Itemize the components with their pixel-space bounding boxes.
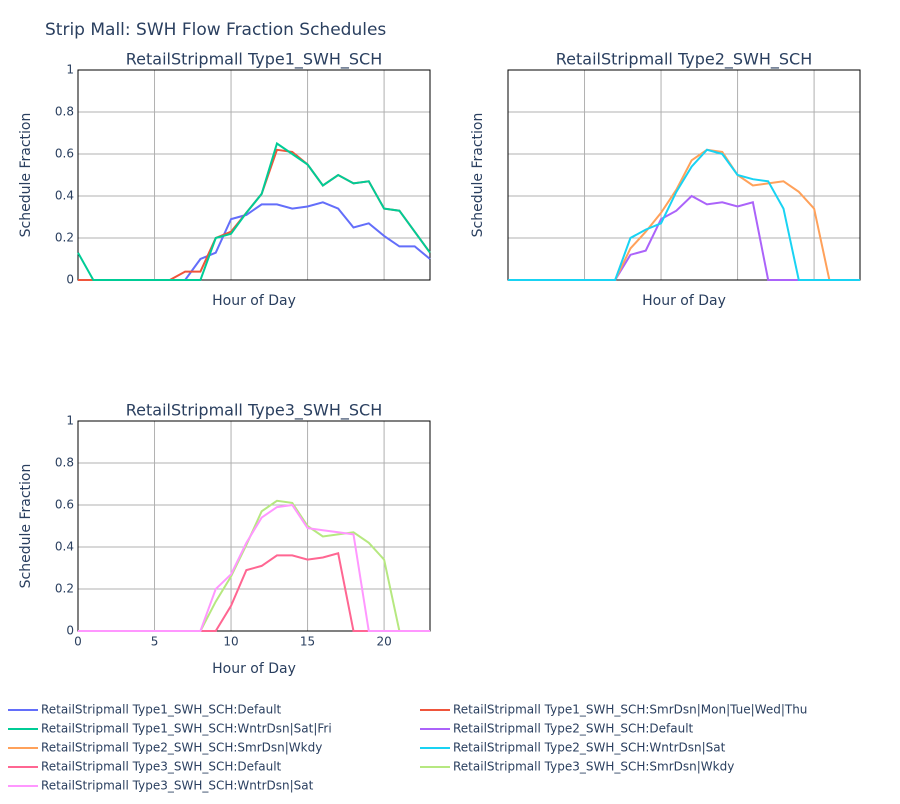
plot-frame	[77, 69, 431, 281]
series-line	[508, 148, 860, 281]
series-line	[508, 148, 860, 281]
y-axis-title: Schedule Fraction	[470, 113, 486, 238]
x-tick-label: 10	[223, 635, 238, 649]
plot-frame	[507, 69, 861, 281]
y-axis-title: Schedule Fraction	[18, 113, 34, 238]
y-tick-label: 1	[66, 414, 74, 428]
subplot-title: RetailStripmall Type1_SWH_SCH	[126, 50, 382, 70]
y-tick-label: 0.8	[55, 456, 74, 470]
subplot-title: RetailStripmall Type3_SWH_SCH	[126, 401, 382, 421]
y-tick-label: 0.6	[55, 498, 74, 512]
x-tick-label: 20	[376, 635, 391, 649]
series-line	[78, 503, 430, 632]
subplot-title: RetailStripmall Type2_SWH_SCH	[556, 50, 812, 70]
legend-label: RetailStripmall Type2_SWH_SCH:Default	[453, 722, 694, 736]
legend-label: RetailStripmall Type1_SWH_SCH:WntrDsn|Sa…	[41, 722, 332, 736]
legend-label: RetailStripmall Type1_SWH_SCH:Default	[41, 703, 282, 717]
series-line	[78, 552, 430, 632]
legend-label: RetailStripmall Type2_SWH_SCH:WntrDsn|Sa…	[453, 741, 726, 755]
y-tick-label: 0	[66, 273, 74, 287]
legend-label: RetailStripmall Type3_SWH_SCH:SmrDsn|Wkd…	[453, 760, 734, 774]
series-line	[78, 499, 430, 632]
x-axis-title: Hour of Day	[212, 661, 296, 677]
y-tick-label: 0.4	[55, 540, 74, 554]
figure-title: Strip Mall: SWH Flow Fraction Schedules	[45, 20, 386, 40]
legend-label: RetailStripmall Type1_SWH_SCH:SmrDsn|Mon…	[453, 703, 807, 717]
y-tick-label: 0.2	[55, 582, 74, 596]
series-line	[78, 201, 431, 281]
legend-label: RetailStripmall Type2_SWH_SCH:SmrDsn|Wkd…	[41, 741, 322, 755]
y-tick-label: 0	[66, 624, 74, 638]
y-axis-title: Schedule Fraction	[18, 464, 34, 589]
y-tick-label: 1	[66, 63, 74, 77]
y-tick-label: 0.8	[55, 105, 74, 119]
x-tick-label: 15	[300, 635, 315, 649]
y-tick-label: 0.6	[55, 147, 74, 161]
x-tick-label: 5	[151, 635, 159, 649]
y-tick-label: 0.4	[55, 189, 74, 203]
x-axis-title: Hour of Day	[212, 293, 296, 309]
legend-label: RetailStripmall Type3_SWH_SCH:WntrDsn|Sa…	[41, 779, 314, 793]
series-line	[78, 148, 431, 281]
x-axis-title: Hour of Day	[642, 293, 726, 309]
y-tick-label: 0.2	[55, 231, 74, 245]
x-tick-label: 0	[74, 635, 82, 649]
legend-label: RetailStripmall Type3_SWH_SCH:Default	[41, 760, 282, 774]
plot-frame	[77, 420, 431, 632]
series-line	[77, 141, 431, 281]
